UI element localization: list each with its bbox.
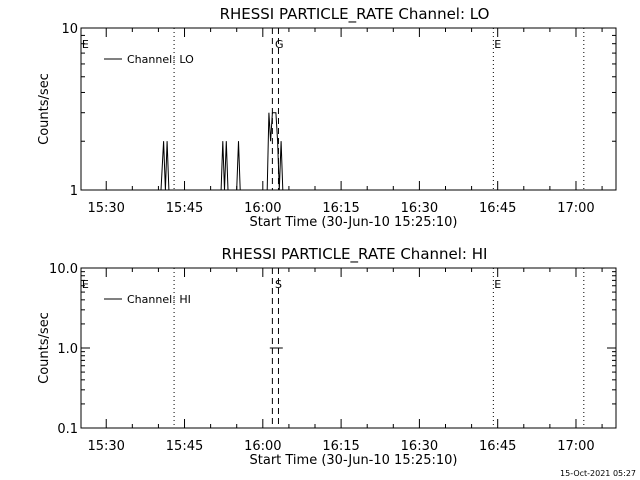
panel-1-legend-label: Channel: LO — [127, 53, 194, 66]
panel-2-y-axis-label: Counts/sec — [37, 312, 52, 384]
panel-1-marker-label: E — [494, 38, 501, 51]
panel-2-x-tick-label: 15:30 — [87, 439, 124, 454]
panel-1-frame — [80, 27, 617, 191]
panel-1-x-tick-label: 15:30 — [87, 201, 124, 216]
panel-1-y-tick-label: 1 — [70, 184, 78, 199]
panel-2-frame — [80, 267, 617, 429]
panel-2-x-tick-label: 16:30 — [401, 439, 438, 454]
panel-1-x-axis-label: Start Time (30-Jun-10 15:25:10) — [250, 215, 458, 230]
panel-2-title: RHESSI PARTICLE_RATE Channel: HI — [222, 245, 488, 264]
timestamp-stamp: 15-Oct-2021 05:27 — [560, 469, 636, 478]
panel-2-x-axis-label: Start Time (30-Jun-10 15:25:10) — [250, 453, 458, 468]
panel-1-y-axis-label: Counts/sec — [37, 73, 52, 145]
panel-2-x-tick-label: 16:15 — [322, 439, 359, 454]
panel-2-y-tick-label: 1.0 — [57, 342, 78, 357]
panel-2-y-tick-label: 0.1 — [57, 422, 78, 437]
panel-2-marker-label: E — [82, 278, 89, 291]
panel-1-series-line — [160, 112, 284, 191]
panel-1-marker-label: E — [82, 38, 89, 51]
panel-1-x-tick-label: 16:45 — [479, 201, 516, 216]
panel-1-x-tick-label: 16:15 — [322, 201, 359, 216]
panel-1-x-tick-label: 16:30 — [401, 201, 438, 216]
panel-2-marker-label: E — [494, 278, 501, 291]
panel-1-title: RHESSI PARTICLE_RATE Channel: LO — [220, 5, 490, 24]
panel-2-x-tick-label: 16:45 — [479, 439, 516, 454]
panel-2-x-tick-label: 16:00 — [244, 439, 281, 454]
panel-2-x-tick-label: 17:00 — [557, 439, 594, 454]
panel-2-legend-label: Channel: HI — [127, 293, 191, 306]
panel-1-marker-label: G — [275, 38, 284, 51]
panel-1-x-tick-label: 16:00 — [244, 201, 281, 216]
panel-1-y-tick-label: 10 — [61, 22, 78, 37]
panel-2-x-tick-label: 15:45 — [166, 439, 203, 454]
panel-1-x-tick-label: 15:45 — [166, 201, 203, 216]
panel-2-marker-label: S — [275, 278, 282, 291]
panel-1-x-tick-label: 17:00 — [557, 201, 594, 216]
panel-2-y-tick-label: 10.0 — [49, 262, 78, 277]
